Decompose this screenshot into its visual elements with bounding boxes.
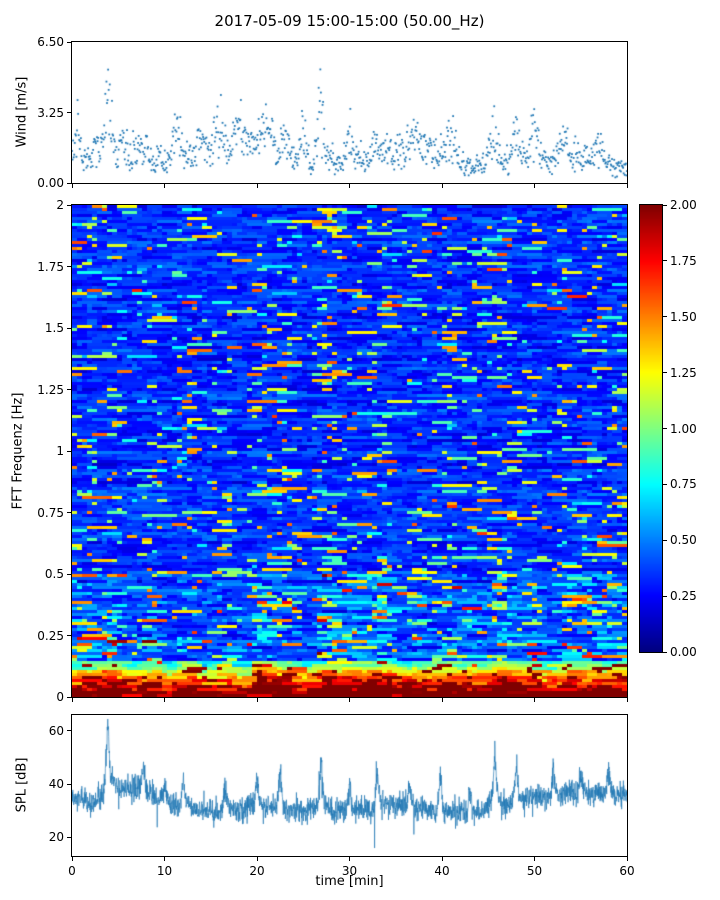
wind-y-axis-label: Wind [m/s] [14, 76, 30, 148]
colorbar-tick-label: 1.25 [670, 365, 697, 380]
x-tick-mark [256, 698, 258, 702]
y-tick-label: 1.5 [44, 321, 64, 335]
wind-scatter-canvas [72, 42, 627, 183]
spl-line-plot [71, 714, 628, 857]
colorbar-tick-label: 0.75 [670, 477, 697, 492]
y-tick-label: 0.00 [37, 176, 64, 190]
y-tick-label: 1.25 [37, 382, 64, 397]
colorbar-tick-mark [663, 372, 667, 374]
chart-title: 2017-05-09 15:00-15:00 (50.00_Hz) [214, 12, 485, 30]
x-tick-mark [71, 184, 73, 188]
colorbar-tick-label: 1.00 [670, 421, 697, 436]
colorbar-tick-label: 1.50 [670, 309, 697, 324]
x-tick-mark [626, 857, 628, 861]
colorbar-tick-mark [663, 651, 667, 653]
x-tick-mark [71, 857, 73, 861]
colorbar-tick-mark [663, 316, 667, 318]
y-tick-mark [67, 635, 71, 636]
y-tick-mark [67, 204, 71, 206]
y-tick-mark [67, 696, 71, 698]
x-tick-label: 10 [156, 864, 173, 878]
x-axis-label: time [min] [315, 874, 384, 889]
y-tick-mark [67, 573, 71, 575]
y-tick-mark [67, 266, 71, 267]
x-tick-label: 50 [526, 864, 543, 878]
spectrogram-y-axis-label: FFT Frequenz [Hz] [10, 392, 26, 510]
y-tick-label: 60 [48, 723, 64, 738]
spectrogram-canvas [72, 205, 627, 697]
colorbar-tick-mark [663, 595, 667, 597]
colorbar-tick-mark [663, 260, 667, 262]
y-tick-mark [67, 836, 71, 838]
colorbar-tick-mark [663, 204, 667, 206]
x-tick-label: 60 [619, 864, 635, 878]
y-tick-label: 40 [48, 777, 64, 792]
x-tick-label: 0 [68, 864, 76, 878]
x-tick-mark [256, 857, 258, 861]
y-tick-mark [67, 450, 71, 452]
y-tick-mark [67, 389, 71, 390]
y-tick-mark [67, 783, 71, 785]
colorbar-tick-mark [663, 428, 667, 429]
y-tick-label: 20 [48, 830, 64, 845]
x-tick-label: 30 [341, 864, 358, 878]
y-tick-mark [67, 512, 71, 513]
wind-scatter-plot [71, 41, 628, 184]
x-tick-mark [71, 698, 73, 702]
x-tick-mark [534, 184, 535, 188]
y-tick-mark [67, 327, 71, 329]
spl-line-canvas [72, 715, 627, 856]
y-tick-mark [67, 182, 71, 184]
y-tick-label: 0 [56, 690, 64, 704]
x-tick-mark [534, 857, 535, 861]
colorbar-canvas [640, 205, 662, 652]
colorbar-tick-label: 1.75 [670, 253, 697, 268]
colorbar-tick-mark [663, 483, 667, 485]
y-tick-label: 0.5 [44, 567, 64, 581]
x-tick-mark [349, 857, 350, 861]
colorbar-tick-label: 0.50 [670, 533, 697, 548]
colorbar-tick-label: 0.25 [670, 589, 697, 604]
x-tick-mark [164, 184, 165, 188]
x-tick-mark [164, 698, 165, 702]
x-tick-mark [441, 184, 443, 188]
x-tick-mark [534, 698, 535, 702]
spectrogram-plot [71, 204, 628, 698]
y-tick-label: 6.50 [37, 35, 64, 49]
y-tick-label: 0.75 [37, 505, 64, 520]
y-tick-mark [67, 112, 71, 113]
colorbar-tick-mark [663, 539, 667, 541]
y-tick-mark [67, 41, 71, 43]
y-tick-mark [67, 730, 71, 732]
colorbar [639, 204, 663, 653]
y-tick-label: 1 [56, 444, 64, 458]
y-tick-label: 3.25 [37, 105, 64, 120]
x-tick-mark [164, 857, 165, 861]
x-tick-mark [441, 857, 443, 861]
y-tick-label: 0.25 [37, 628, 64, 643]
x-tick-mark [349, 698, 350, 702]
x-tick-mark [256, 184, 258, 188]
colorbar-tick-label: 0.00 [670, 645, 697, 659]
x-tick-label: 20 [249, 864, 265, 878]
x-tick-mark [626, 698, 628, 702]
x-tick-mark [441, 698, 443, 702]
x-tick-mark [626, 184, 628, 188]
colorbar-tick-label: 2.00 [670, 198, 697, 212]
x-tick-label: 40 [434, 864, 450, 878]
y-tick-label: 2 [56, 198, 64, 212]
spl-y-axis-label: SPL [dB] [14, 757, 30, 813]
x-tick-mark [349, 184, 350, 188]
y-tick-label: 1.75 [37, 259, 64, 274]
